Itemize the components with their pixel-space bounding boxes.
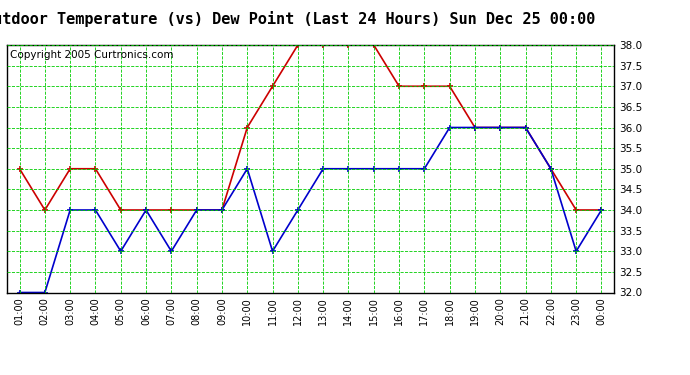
Text: Outdoor Temperature (vs) Dew Point (Last 24 Hours) Sun Dec 25 00:00: Outdoor Temperature (vs) Dew Point (Last… <box>0 11 595 27</box>
Text: Copyright 2005 Curtronics.com: Copyright 2005 Curtronics.com <box>10 50 173 60</box>
